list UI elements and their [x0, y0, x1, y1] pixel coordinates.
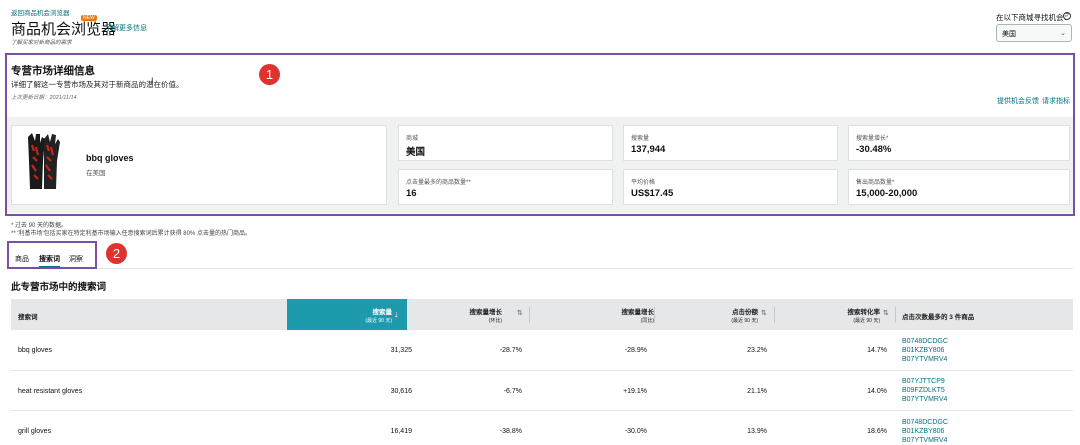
last-updated: 上次更新日期：2021/11/14 — [11, 95, 77, 101]
column-header-click-share[interactable]: 点击份额 (最近 90 天) — [731, 309, 758, 324]
highlight-box-tabs — [7, 241, 97, 269]
column-divider — [895, 307, 896, 323]
cell-conversion: 14.7% — [867, 347, 887, 354]
marketplace-select[interactable]: 美国 ⌄ — [996, 24, 1072, 42]
metric-value: 16 — [406, 188, 417, 199]
section-description: 详细了解这一专营市场及其对于新商品的潜在价值。 — [11, 80, 184, 89]
metric-value: -30.48% — [856, 144, 892, 155]
table-row — [11, 371, 1073, 411]
product-card — [11, 125, 387, 205]
cell-click-share: 23.2% — [747, 347, 767, 354]
metric-card-top-clicked-products: 点击量最多的商品数量** 16 — [398, 169, 613, 205]
metric-value: 美国 — [406, 147, 426, 158]
annotation-marker-2: 2 — [106, 243, 127, 264]
asin-link[interactable]: B01KZBY806 — [902, 428, 945, 435]
cell-growth-qoq: -6.7% — [503, 388, 522, 395]
cell-conversion: 14.0% — [867, 388, 887, 395]
cell-search-volume: 16,419 — [390, 428, 412, 435]
cell-conversion: 18.6% — [867, 428, 887, 435]
product-subtitle: 在美国 — [86, 170, 106, 177]
metric-card-marketplace: 商城 美国 — [398, 125, 613, 161]
annotation-marker-1: 1 — [259, 64, 280, 85]
cell-click-share: 13.9% — [747, 428, 767, 435]
sort-icon[interactable]: ⇅ — [761, 310, 767, 317]
marketplace-value: 美国 — [1002, 31, 1016, 38]
column-header-top-products: 点击次数最多的 3 件商品 — [902, 314, 975, 321]
top-products-list: B0748DCDGC B01KZBY806 B07YTVMRV4 — [902, 337, 948, 364]
sort-icon[interactable]: ⇅ — [641, 310, 647, 317]
metric-card-search-growth: 搜索量增长* -30.48% — [848, 125, 1070, 161]
column-divider — [654, 307, 655, 323]
search-term-link[interactable]: grill gloves — [18, 428, 52, 435]
page-subtitle: 了解买家对新商品的需求 — [11, 40, 72, 46]
cell-growth-qoq: -28.7% — [499, 347, 522, 354]
metric-label: 商城 — [406, 136, 419, 142]
chevron-down-icon: ⌄ — [1060, 30, 1066, 37]
table-row — [11, 330, 1073, 371]
metric-card-average-price: 平均价格 US$17.45 — [623, 169, 838, 205]
page-title: 商品机会浏览器 — [11, 21, 117, 38]
top-products-list: B07YJTTCP9 B09FZDLKT5 B07YTVMRV4 — [902, 377, 947, 404]
metric-label: 搜索量 — [631, 136, 650, 142]
cell-search-volume: 30,616 — [390, 388, 412, 395]
asin-link[interactable]: B09FZDLKT5 — [902, 387, 945, 394]
column-header-search-term: 搜索词 — [18, 314, 38, 321]
tab-bar — [7, 249, 1073, 269]
footnote: ** '利基市场'包括买家在特定利基市场输入任意搜索词后累计获得 80% 点击量… — [11, 231, 251, 237]
text-cursor-icon: I — [151, 76, 154, 86]
search-term-link[interactable]: bbq gloves — [18, 347, 52, 354]
asin-link[interactable]: B0748DCDGC — [902, 419, 948, 426]
asin-link[interactable]: B07YJTTCP9 — [902, 378, 945, 385]
cell-click-share: 21.1% — [747, 388, 767, 395]
bbq-glove-image — [28, 133, 60, 189]
marketplace-label: 在以下商城寻找机会： — [996, 13, 1071, 22]
asin-link[interactable]: B07YTVMRV4 — [902, 396, 948, 403]
metric-card-search-volume: 搜索量 137,944 — [623, 125, 838, 161]
top-products-list: B0748DCDGC B01KZBY806 B07YTVMRV4 — [902, 418, 948, 445]
column-header-growth-qoq[interactable]: 搜索量增长 (环比) — [469, 309, 503, 324]
sorted-column-header[interactable] — [287, 299, 407, 330]
new-badge: NEW — [81, 15, 97, 21]
metric-card-units-sold: 售出商品数量* 15,000-20,000 — [848, 169, 1070, 205]
product-name: bbq gloves — [86, 153, 134, 163]
metric-value: 15,000-20,000 — [856, 188, 918, 199]
help-icon[interactable]: ? — [1063, 12, 1071, 20]
table-header — [11, 299, 1073, 330]
tab-products[interactable]: 商品 — [15, 256, 29, 263]
metric-value: US$17.45 — [631, 188, 674, 199]
metric-label: 搜索量增长* — [856, 136, 889, 142]
cell-growth-yoy: -30.0% — [624, 428, 647, 435]
metric-label: 点击量最多的商品数量** — [406, 180, 471, 186]
cell-growth-qoq: -38.8% — [499, 428, 522, 435]
cell-search-volume: 31,325 — [390, 347, 412, 354]
table-title: 此专营市场中的搜索词 — [11, 282, 107, 293]
cell-growth-yoy: +19.1% — [623, 388, 647, 395]
column-header-conversion[interactable]: 搜索转化率 (最近 90 天) — [847, 309, 881, 324]
asin-link[interactable]: B07YTVMRV4 — [902, 437, 948, 444]
column-divider — [774, 307, 775, 323]
metric-label: 平均价格 — [631, 180, 656, 186]
asin-link[interactable]: B01KZBY806 — [902, 347, 945, 354]
sort-down-arrow-icon[interactable]: ↓ — [394, 309, 399, 319]
footnote: * 过去 90 天的数据。 — [11, 223, 68, 229]
sort-icon[interactable]: ⇅ — [883, 310, 889, 317]
metric-value: 137,944 — [631, 144, 666, 155]
asin-link[interactable]: B07YTVMRV4 — [902, 356, 948, 363]
request-metrics-link[interactable]: 请求指标 — [1042, 98, 1070, 105]
asin-link[interactable]: B0748DCDGC — [902, 338, 948, 345]
section-title: 专营市场详细信息 — [11, 65, 95, 77]
search-term-link[interactable]: heat resistant gloves — [18, 388, 83, 395]
metric-label: 售出商品数量* — [856, 180, 895, 186]
column-header-growth-yoy[interactable]: 搜索量增长 (同比) — [621, 309, 655, 324]
column-divider — [529, 307, 530, 323]
highlight-box-detail — [5, 53, 1075, 216]
column-header-search-volume[interactable]: 搜索量 (最近 90 天) — [365, 309, 392, 324]
feedback-link[interactable]: 提供机会反馈 — [997, 98, 1039, 105]
learn-more-link[interactable]: 了解更多信息 — [105, 25, 147, 32]
tab-insights[interactable]: 洞察 — [69, 256, 83, 263]
cell-growth-yoy: -28.9% — [624, 347, 647, 354]
back-link[interactable]: 返回商品机会浏览器 — [11, 10, 70, 17]
sort-icon[interactable]: ⇅ — [517, 310, 523, 317]
